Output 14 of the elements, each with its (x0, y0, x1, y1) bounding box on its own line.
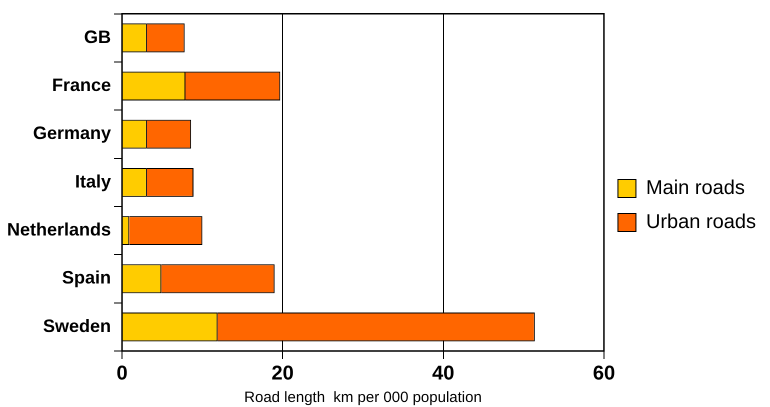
y-tick-label: Netherlands (6, 220, 112, 240)
legend-label: Main roads (646, 177, 745, 200)
y-tick-label: Germany (32, 123, 112, 144)
x-axis-title: Road length km per 000 population (244, 389, 482, 406)
y-tick-label: France (52, 75, 112, 96)
x-tick-label: 40 (432, 362, 454, 385)
x-tick-label: 20 (272, 362, 294, 385)
y-tick-label: Spain (62, 268, 112, 288)
y-tick-label: Italy (74, 171, 112, 192)
legend-label: Urban roads (646, 211, 756, 234)
x-tick-label: 60 (592, 362, 616, 385)
y-tick-label: GB (84, 26, 112, 47)
y-tick-label: Sweden (42, 316, 112, 336)
x-tick-label: 0 (116, 362, 128, 385)
